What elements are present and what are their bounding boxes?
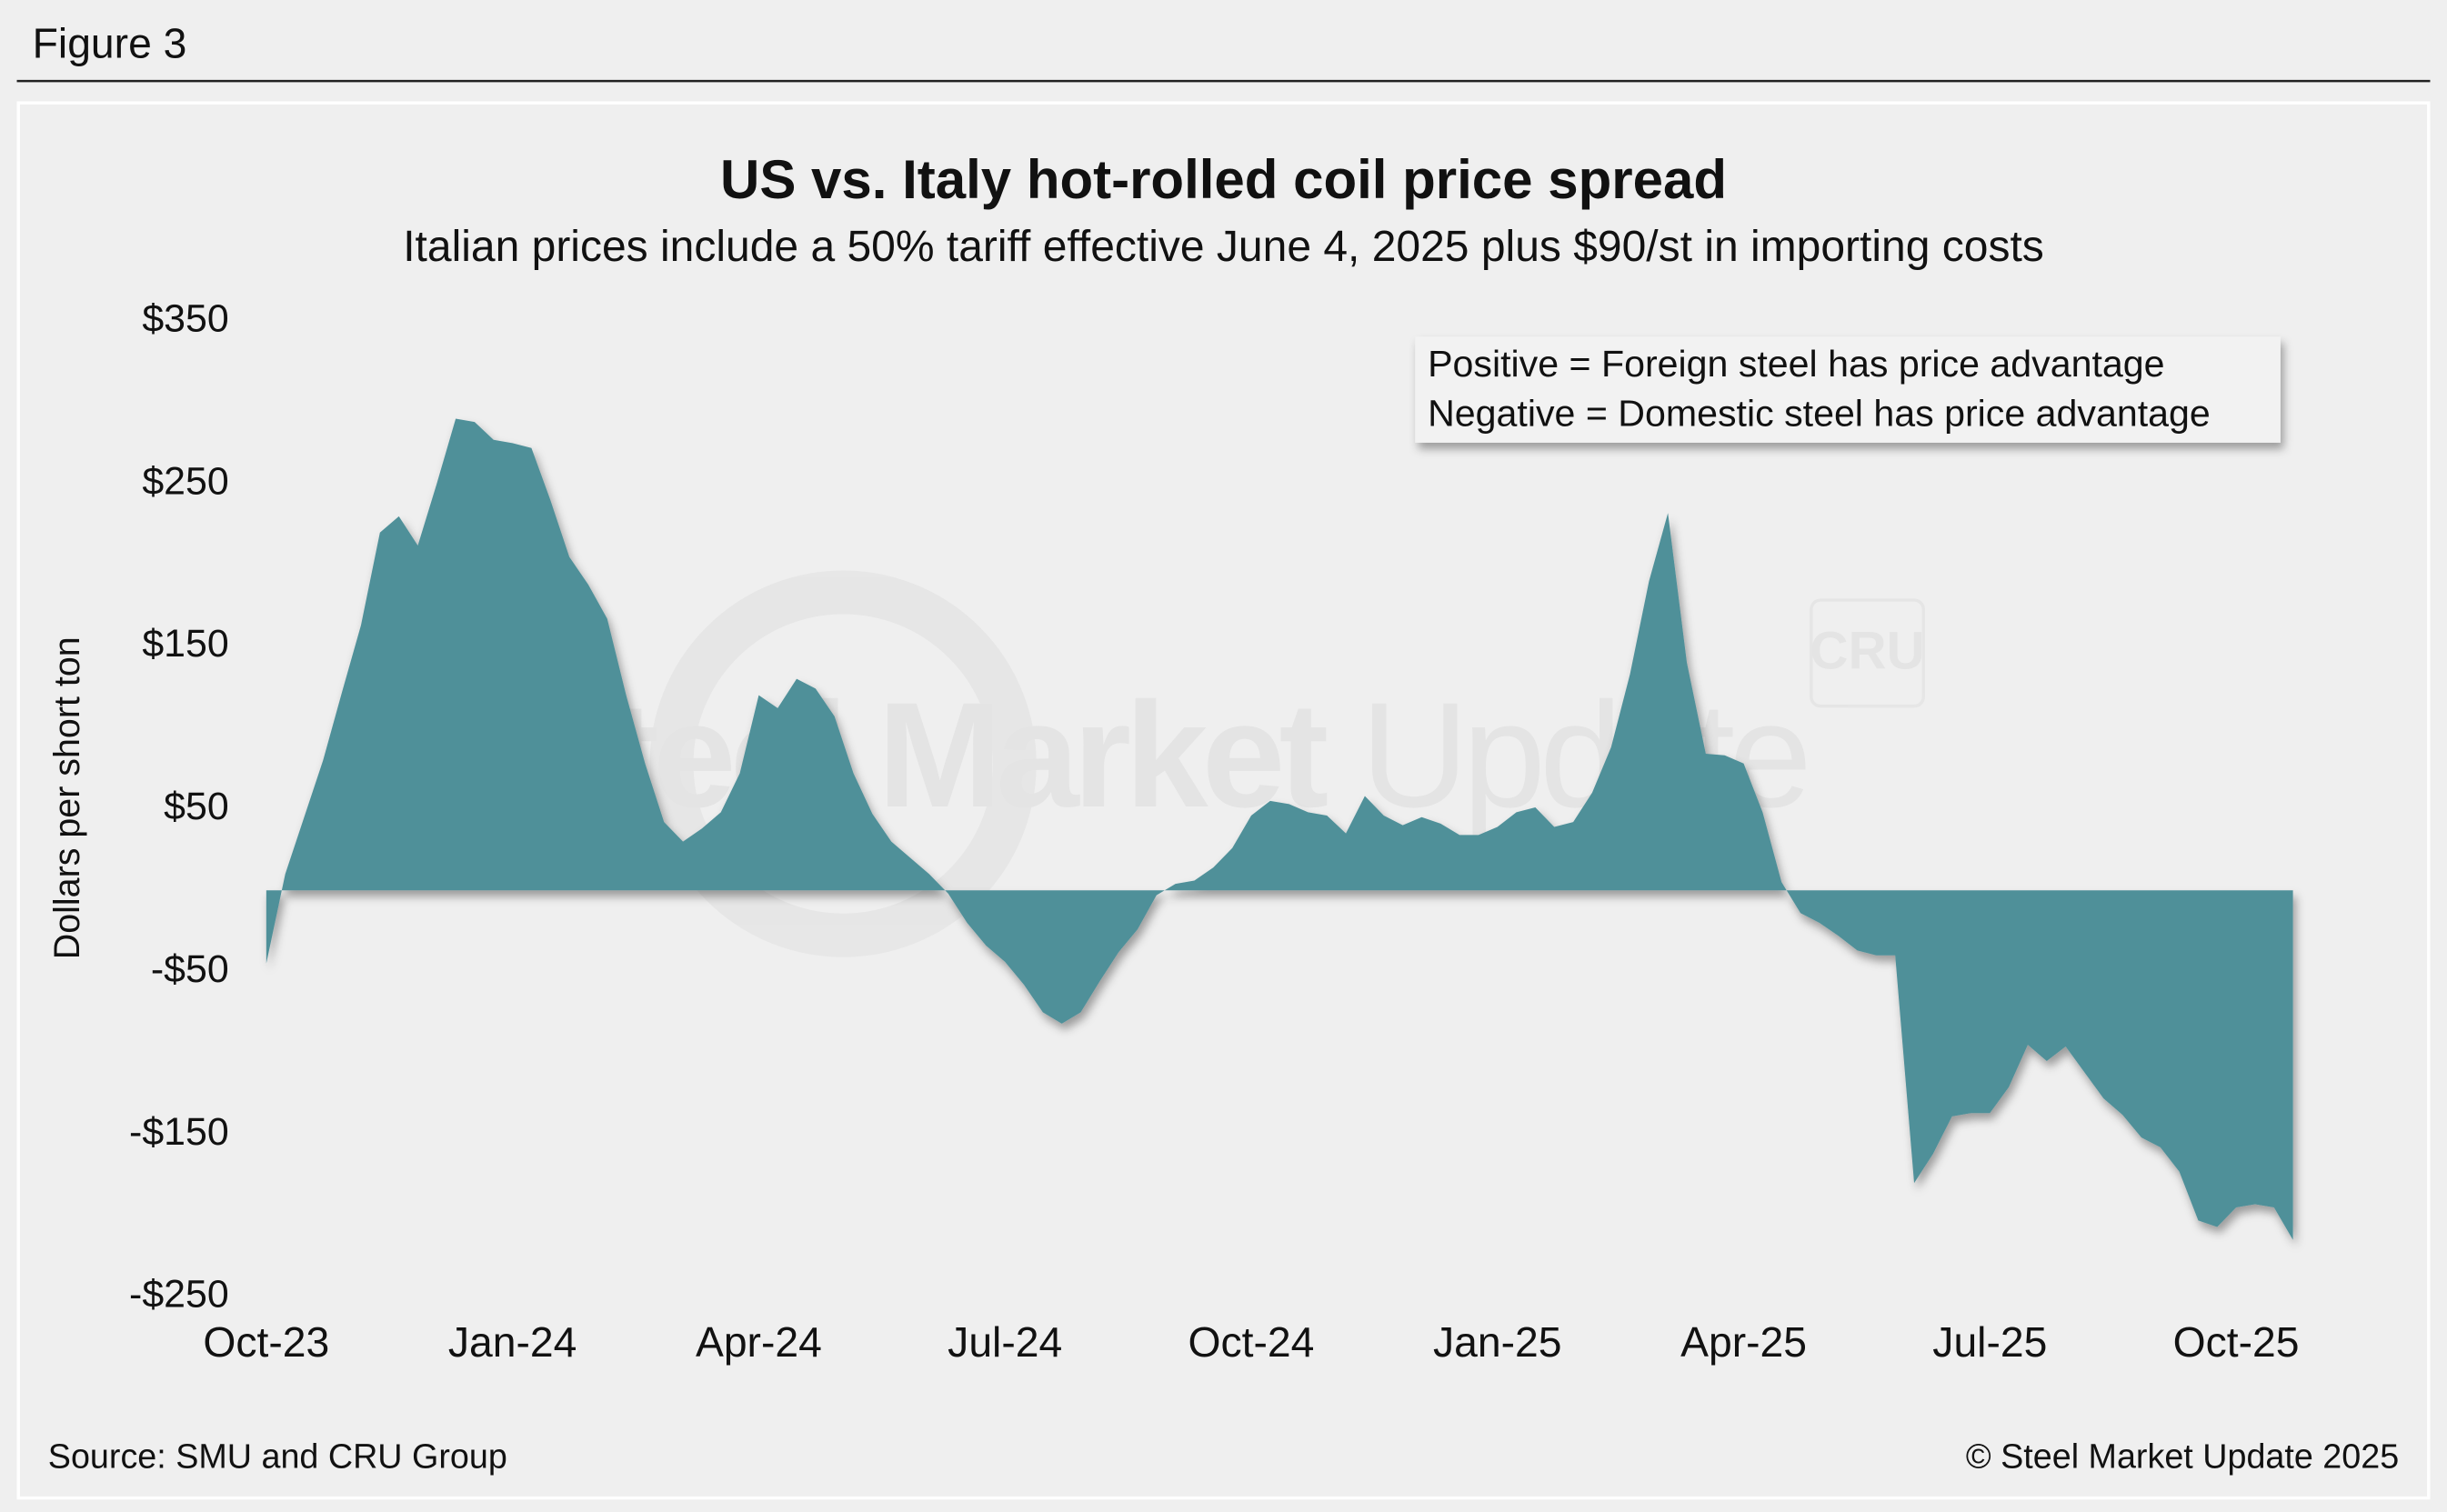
y-tick-label: $150 [142,622,228,666]
x-tick-label: Apr-25 [1680,1318,1807,1366]
y-tick-label: -$250 [129,1273,229,1317]
x-tick-label: Jan-25 [1433,1318,1561,1366]
source-note: Source: SMU and CRU Group [48,1437,507,1476]
annotation: Positive = Foreign steel has price advan… [1428,343,2164,385]
x-tick-label: Apr-24 [696,1318,822,1366]
y-tick-label: $350 [142,297,228,341]
watermark-logo: CRU [1810,621,1924,680]
y-tick-label: $50 [164,785,229,828]
figure-label: Figure 3 [33,20,187,67]
x-tick-label: Jul-25 [1932,1318,2047,1366]
x-tick-label: Oct-24 [1188,1318,1315,1366]
watermark: Steel Market Update CRU [516,570,1925,957]
x-tick-label: Oct-25 [2173,1318,2300,1366]
y-tick-label: $250 [142,459,228,503]
x-tick-label: Oct-23 [203,1318,329,1366]
chart-subtitle: Italian prices include a 50% tariff effe… [403,223,2044,271]
copyright-note: © Steel Market Update 2025 [1966,1437,2399,1476]
chart-title: US vs. Italy hot-rolled coil price sprea… [720,149,1727,210]
y-tick-label: -$150 [129,1110,229,1154]
watermark-ring [649,570,1037,957]
watermark-logo-box [1810,598,1925,708]
annotation-box [1415,336,2281,443]
x-tick-label: Jan-24 [448,1318,577,1366]
annotation: Negative = Domestic steel has price adva… [1428,393,2211,435]
x-tick-label: Jul-24 [948,1318,1062,1366]
y-tick-label: -$50 [151,947,229,991]
y-axis-label: Dollars per short ton [47,636,87,959]
area [266,418,2293,1240]
